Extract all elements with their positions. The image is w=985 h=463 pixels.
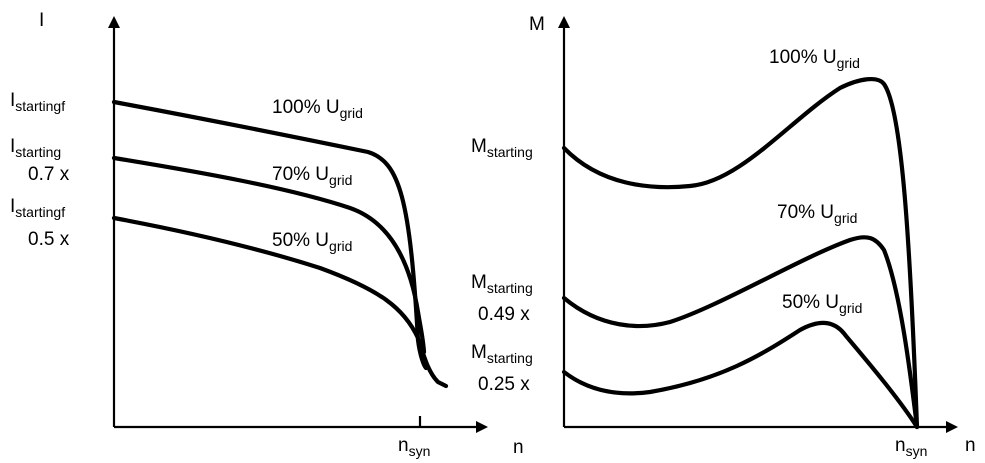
torque-curve-50 [564, 323, 917, 427]
torque-chart: M n nsyn Mstarting Mstarting 0.49 x Msta… [471, 14, 976, 459]
current-curve-100 [114, 102, 426, 368]
current-nsyn-sub: syn [409, 443, 431, 459]
torque-series-100-sub: grid [837, 55, 860, 71]
current-nsyn-main: n [398, 435, 409, 456]
current-nsyn-label: nsyn [398, 435, 430, 459]
torque-ylabel-50: Mstarting [471, 342, 533, 366]
torque-nsyn-sub: syn [906, 443, 928, 459]
current-ylabel-100: Istartingf [10, 90, 65, 114]
torque-ylabel-70-sub: starting [487, 280, 533, 296]
current-x-axis-label: n [513, 437, 524, 458]
current-series-70-main: 70% U [272, 164, 329, 185]
torque-series-50-sub: grid [839, 300, 862, 316]
torque-ylabel-70-factor: 0.49 x [478, 304, 530, 325]
current-ylabel-50: Istartingf [10, 196, 65, 220]
torque-y-axis-label: M [529, 14, 545, 35]
torque-ylabel-100-main: M [471, 136, 487, 157]
current-series-100-main: 100% U [272, 97, 340, 118]
current-series-50-sub: grid [329, 238, 352, 254]
current-ylabel-50-factor: 0.5 x [28, 229, 70, 250]
torque-series-label-70: 70% Ugrid [777, 202, 857, 226]
torque-nsyn-label: nsyn [895, 435, 927, 459]
torque-series-label-50: 50% Ugrid [782, 292, 862, 316]
torque-ylabel-70-main: M [471, 272, 487, 293]
torque-ylabel-50-sub: starting [487, 350, 533, 366]
current-ylabel-70-sub: starting [15, 144, 61, 160]
current-series-70-sub: grid [329, 172, 352, 188]
current-ylabel-70: Istarting [10, 136, 61, 160]
current-series-label-100: 100% Ugrid [272, 97, 363, 121]
current-ylabel-100-sub: startingf [15, 98, 65, 114]
current-chart: I n nsyn Istartingf Istarting 0.7 x Ista… [10, 10, 524, 459]
current-series-label-50: 50% Ugrid [272, 230, 352, 254]
current-series-label-70: 70% Ugrid [272, 164, 352, 188]
torque-series-label-100: 100% Ugrid [769, 47, 860, 71]
torque-curve-100 [564, 79, 917, 427]
torque-ylabel-70: Mstarting [471, 272, 533, 296]
current-ylabel-50-sub: startingf [15, 204, 65, 220]
current-series-50-main: 50% U [272, 230, 329, 251]
torque-ylabel-50-main: M [471, 342, 487, 363]
torque-series-100-main: 100% U [769, 47, 837, 68]
torque-ylabel-50-factor: 0.25 x [478, 374, 530, 395]
torque-series-70-sub: grid [834, 210, 857, 226]
torque-series-50-main: 50% U [782, 292, 839, 313]
torque-ylabel-100: Mstarting [471, 136, 533, 160]
torque-series-70-main: 70% U [777, 202, 834, 223]
current-series-100-sub: grid [340, 105, 363, 121]
torque-ylabel-100-sub: starting [487, 144, 533, 160]
torque-x-axis-label: n [965, 435, 976, 456]
torque-curve-70 [564, 237, 917, 427]
current-ylabel-70-factor: 0.7 x [28, 164, 70, 185]
current-y-axis-label: I [39, 10, 44, 31]
torque-nsyn-main: n [895, 435, 906, 456]
